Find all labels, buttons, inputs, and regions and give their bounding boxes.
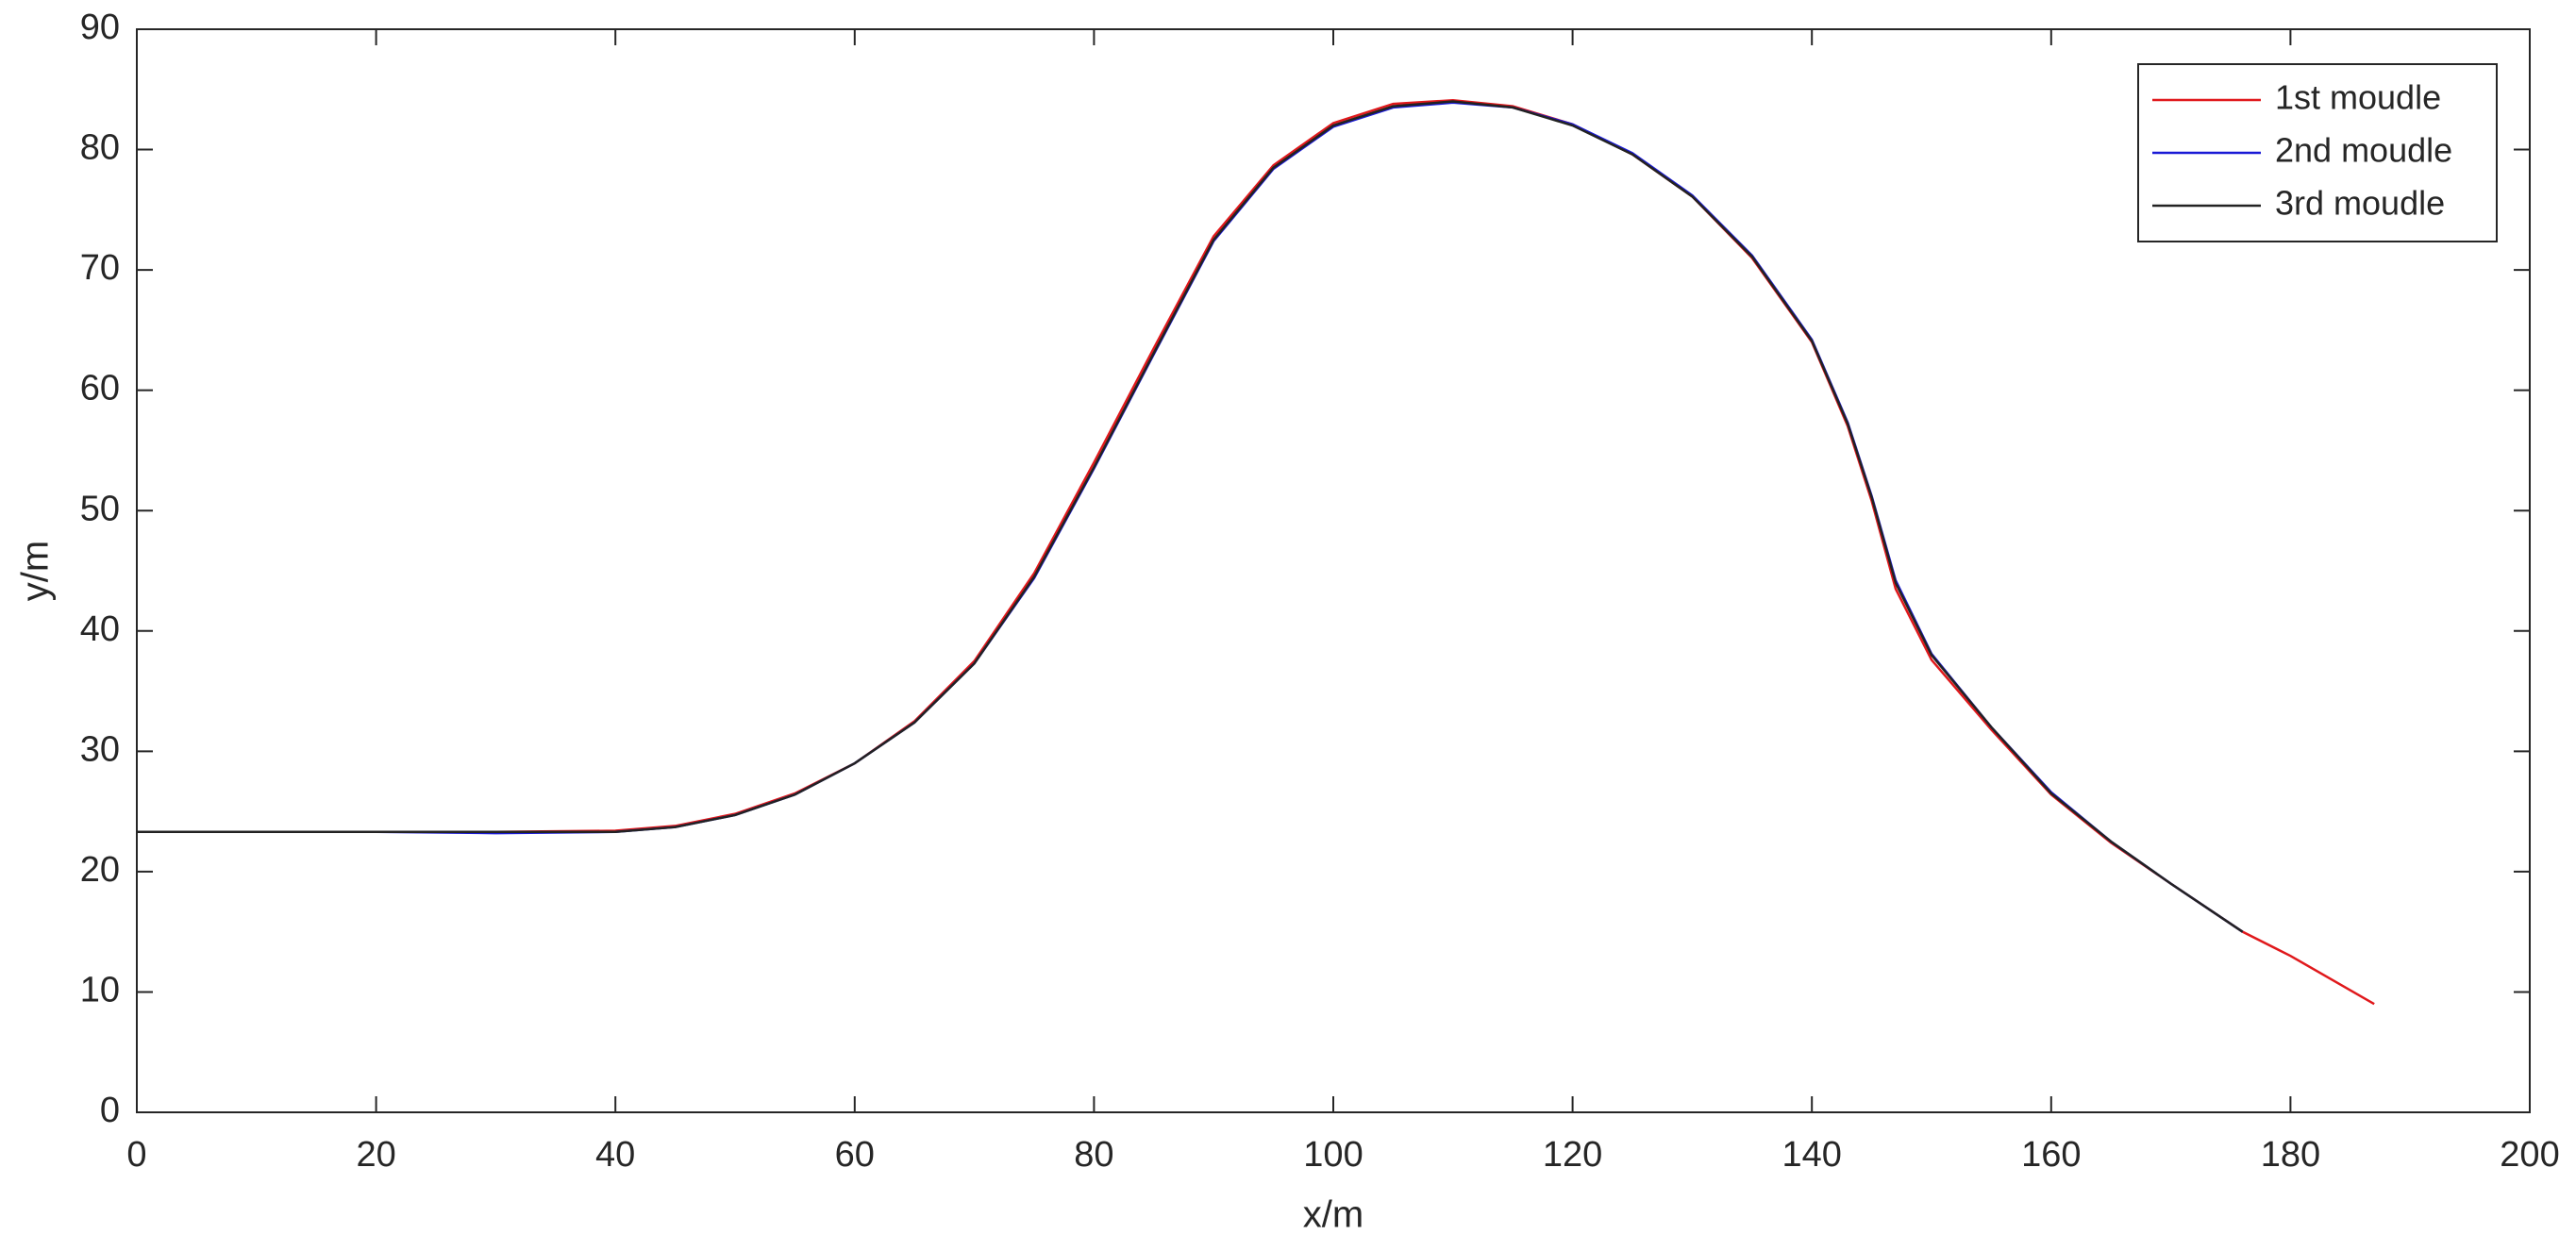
x-tick-label: 40: [595, 1135, 635, 1175]
plot-frame: [136, 28, 2531, 1113]
y-tick-label: 50: [80, 489, 120, 528]
y-tick-label: 10: [80, 970, 120, 1009]
x-axis-title: x/m: [1303, 1194, 1363, 1236]
x-tick-label: 120: [1543, 1135, 1602, 1175]
y-tick-label: 60: [80, 369, 120, 409]
y-tick-label: 40: [80, 609, 120, 649]
legend-label: 3rd moudle: [2275, 184, 2445, 223]
series-line: [137, 100, 2244, 933]
y-tick-label: 80: [80, 128, 120, 168]
y-tick-label: 90: [80, 8, 120, 47]
y-tick-label: 70: [80, 248, 120, 288]
x-tick-label: 140: [1781, 1135, 1841, 1175]
y-axis-title: y/m: [15, 541, 57, 601]
y-tick-label: 0: [100, 1091, 120, 1130]
x-tick-label: 160: [2021, 1135, 2081, 1175]
x-tick-label: 100: [1303, 1135, 1363, 1175]
y-tick-label: 20: [80, 850, 120, 890]
y-tick-label: 30: [80, 729, 120, 769]
legend-label: 2nd moudle: [2275, 131, 2452, 170]
x-tick-label: 0: [126, 1135, 146, 1175]
x-tick-label: 60: [835, 1135, 875, 1175]
legend-label: 1st moudle: [2275, 78, 2441, 117]
x-tick-label: 20: [356, 1135, 395, 1175]
x-tick-label: 80: [1074, 1135, 1113, 1175]
x-tick-label: 180: [2261, 1135, 2320, 1175]
x-tick-label: 200: [2500, 1135, 2559, 1175]
